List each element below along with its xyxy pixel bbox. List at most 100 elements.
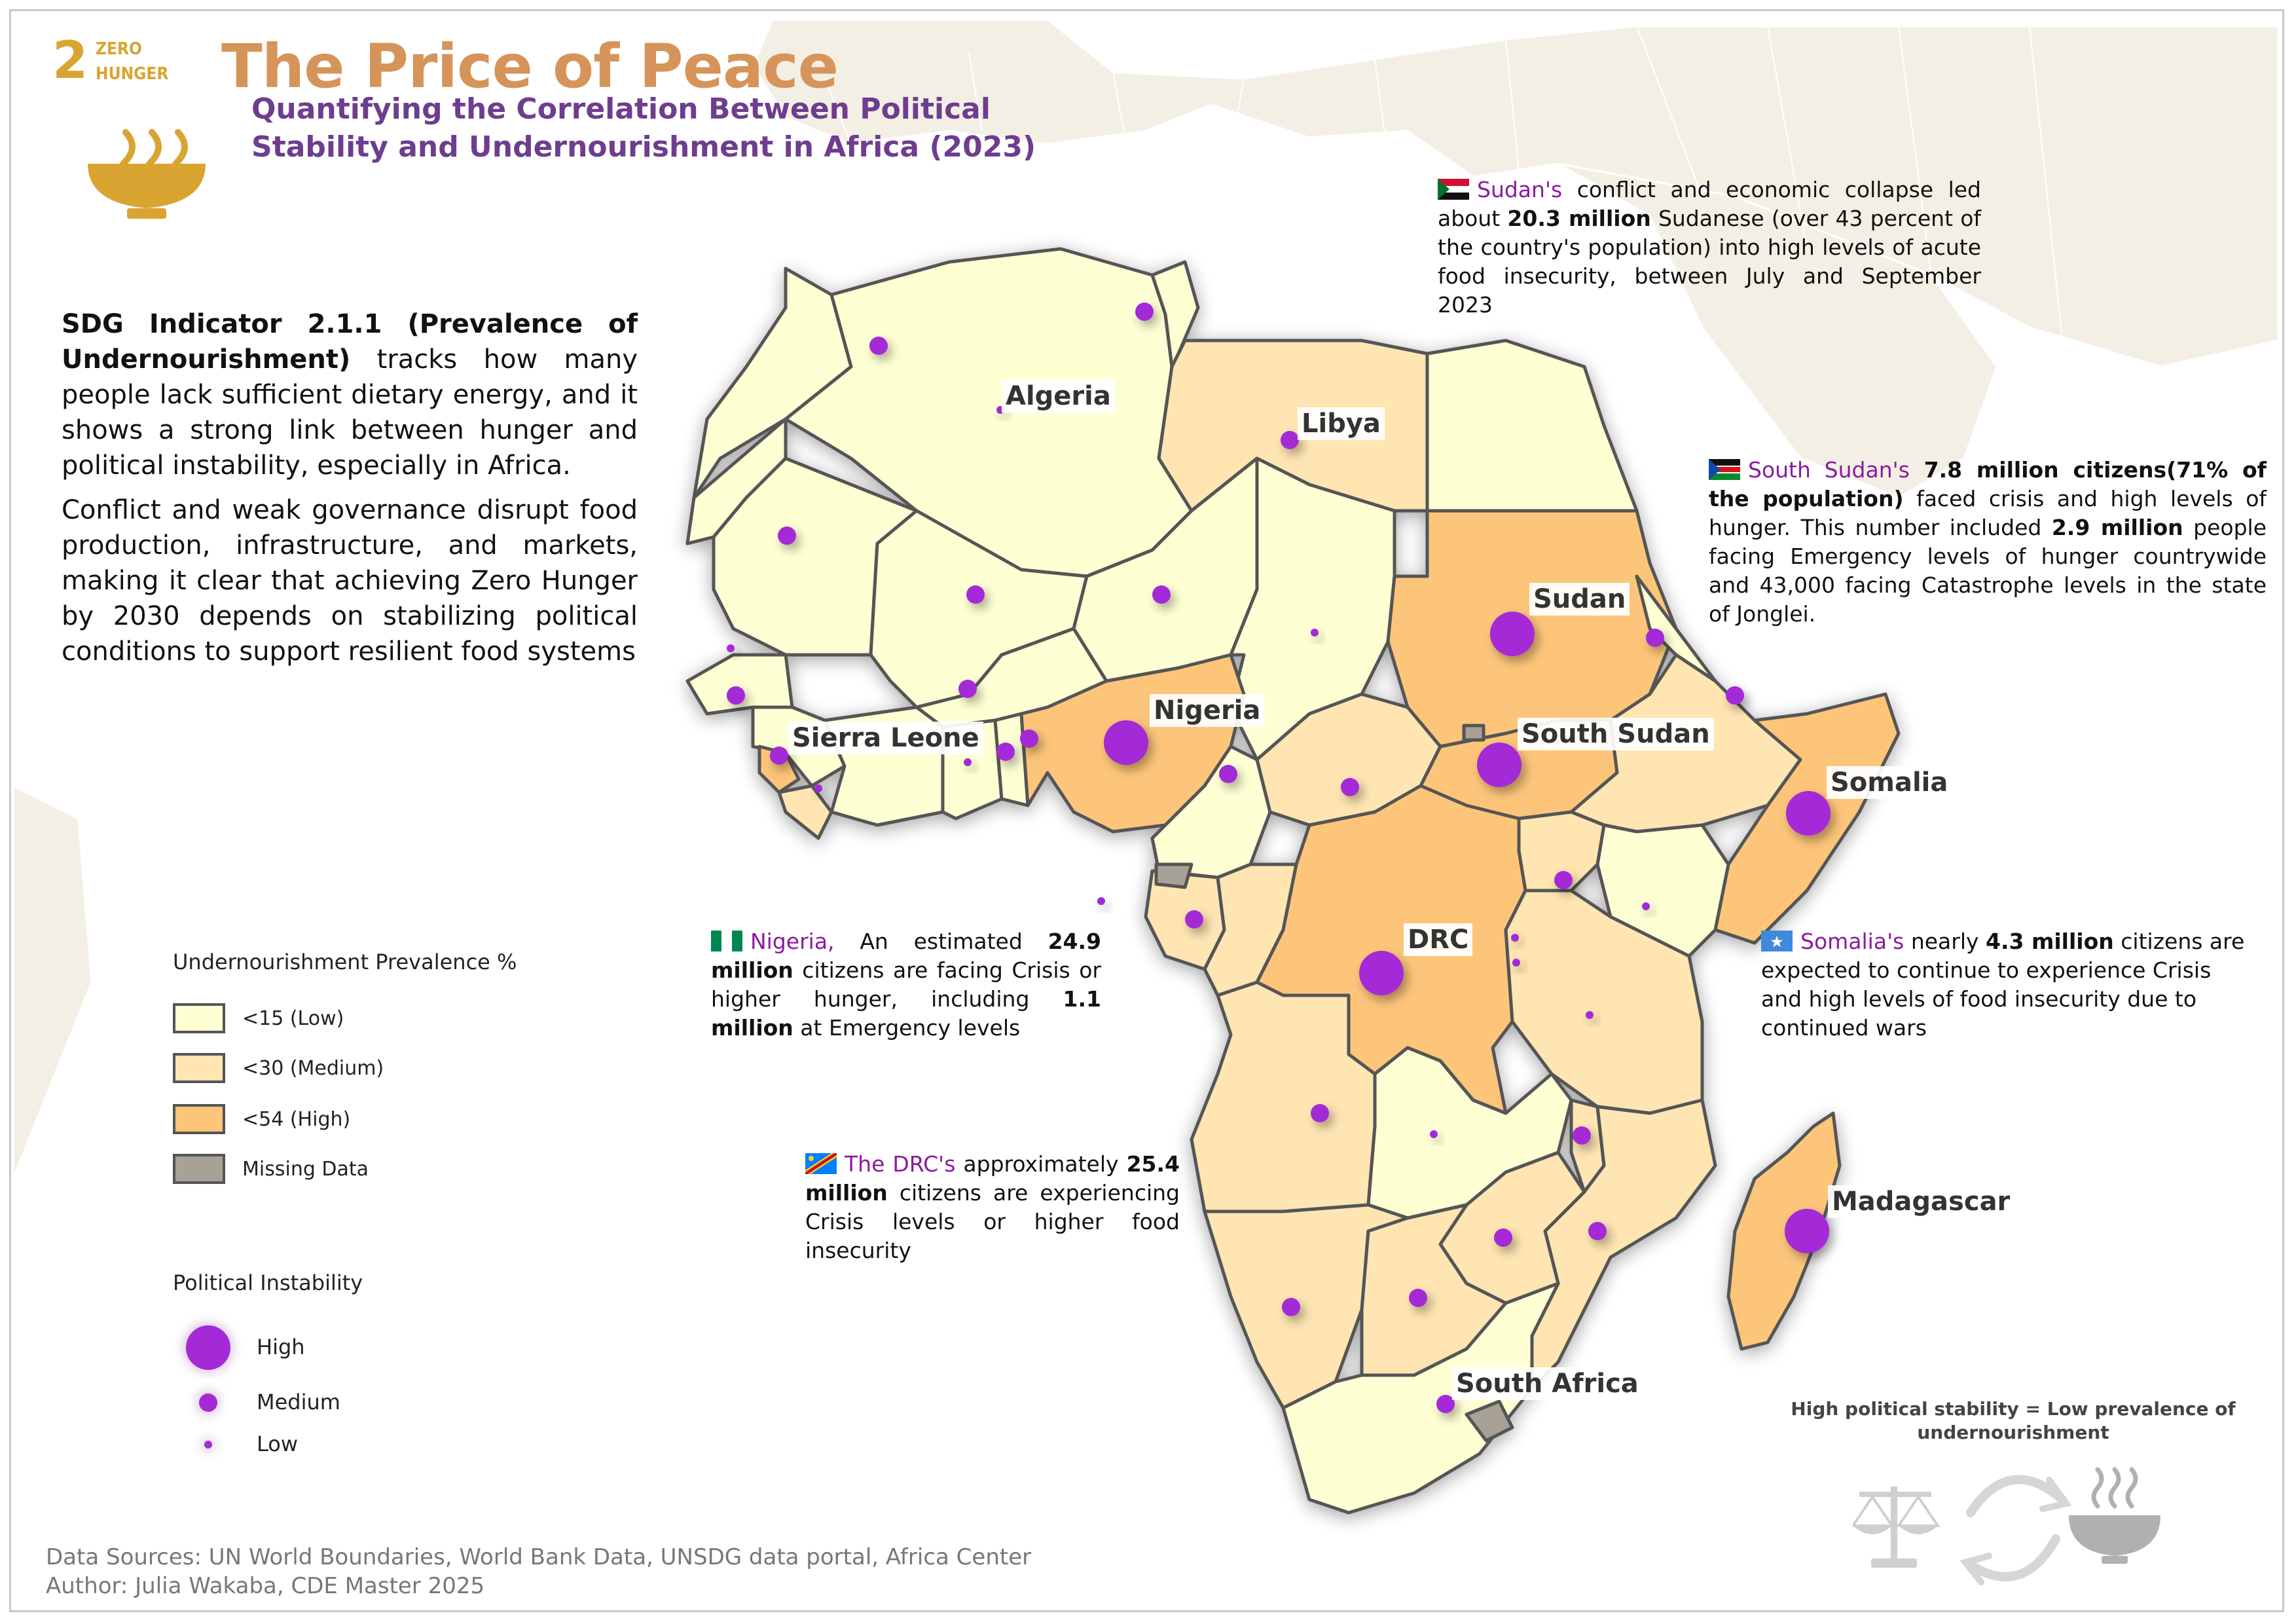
sdg-label-line1: ZERO (96, 39, 142, 59)
nigeria-flag-icon (711, 931, 742, 951)
instability-marker-low (1511, 934, 1519, 942)
callout-bold: 1.1 million (711, 986, 1101, 1041)
arabian-peninsula (1558, 162, 1998, 499)
callout-drc-country: The DRC's (845, 1151, 956, 1177)
country-libya (1157, 339, 1429, 513)
instability-marker-high (1490, 612, 1535, 656)
instability-marker-medium (770, 747, 788, 765)
legend-label: Low (257, 1431, 299, 1456)
country-egypt (1425, 339, 1639, 513)
instability-marker-medium (1409, 1289, 1427, 1307)
legend-label: High (257, 1335, 305, 1359)
sudan-flag-icon (1438, 179, 1469, 200)
instability-marker-high (1477, 743, 1522, 787)
legend-marker-high (186, 1325, 230, 1370)
instability-marker-medium (1219, 765, 1237, 783)
instability-markers (727, 303, 1831, 1413)
instability-marker-low (1586, 1011, 1594, 1019)
instability-marker-medium (958, 680, 977, 698)
sources-footer: Data Sources: UN World Boundaries, World… (46, 1543, 1031, 1600)
legend-prevalence-title: Undernourishment Prevalence % (173, 950, 517, 974)
instability-marker-low (814, 784, 822, 792)
country-kenya (1595, 823, 1730, 958)
legend-label: Medium (257, 1390, 340, 1414)
page-frame (9, 9, 2284, 1612)
bowl-icon (2069, 1467, 2160, 1564)
south-sudan-flag-icon (1709, 459, 1740, 480)
subtitle-line2: Stability and Undernourishment in Africa… (251, 130, 1036, 164)
subtitle-line1: Quantifying the Correlation Between Poli… (251, 92, 991, 126)
callout-south-sudan: South Sudan's 7.8 million citizens(71% o… (1709, 456, 2267, 629)
callout-text: citizens are experiencing Crisis levels … (805, 1180, 1180, 1263)
country-lesotho-missing (1465, 1399, 1514, 1443)
legend-marker-medium (199, 1393, 217, 1412)
legend-swatch (173, 1104, 225, 1134)
scales-icon (1853, 1486, 1941, 1568)
country-label: Libya (1298, 407, 1385, 440)
callout-text: citizens are facing Crisis or higher hun… (711, 957, 1101, 1012)
instability-marker-medium (1646, 629, 1664, 647)
country-south-africa (1281, 1282, 1560, 1515)
instability-marker-medium (1726, 686, 1744, 705)
instability-marker-medium (1020, 729, 1038, 748)
instability-marker-medium (1152, 585, 1171, 604)
zero-hunger-icon (88, 129, 206, 219)
cycle-arrows-icon (1959, 1475, 2072, 1585)
callout-bold: 25.4 million (805, 1151, 1180, 1206)
intro-rest: tracks how many people lack sufficient d… (62, 344, 638, 481)
intro-text: SDG Indicator 2.1.1 (Prevalence of Under… (62, 306, 638, 678)
instability-marker-low (1642, 902, 1650, 910)
callout-text: faced crisis and high levels of hunger. … (1709, 486, 2267, 540)
instability-marker-medium (1341, 778, 1359, 796)
instability-marker-medium (1554, 871, 1573, 889)
sdg-label-line2: HUNGER (96, 64, 169, 84)
callout-nigeria-country: Nigeria, (750, 929, 835, 954)
legend-instability-title: Political Instability (173, 1270, 363, 1295)
data-sources: Data Sources: UN World Boundaries, World… (46, 1544, 1032, 1570)
instability-marker-low (1097, 897, 1105, 905)
legend-label: <54 (High) (242, 1108, 351, 1131)
callout-bold: 24.9 million (711, 929, 1101, 983)
basemap-borders (824, 26, 2063, 341)
callout-text: citizens are expected to continue to exp… (1761, 929, 2245, 1041)
instability-marker-high (1359, 951, 1404, 995)
callout-sudan-country: Sudan's (1477, 177, 1563, 202)
page-title: The Price of Peace (221, 31, 839, 101)
instability-marker-medium (1436, 1395, 1455, 1413)
callout-sudan: Sudan's conflict and economic collapse l… (1438, 175, 1981, 320)
page-subtitle: Quantifying the Correlation Between Poli… (251, 90, 1037, 166)
country-label: Algeria (1002, 380, 1115, 413)
country-label: Sierra Leone (788, 722, 983, 754)
instability-marker-medium (1282, 1298, 1300, 1316)
country-label: Madagascar (1828, 1185, 2014, 1218)
legend-swatch (173, 1053, 225, 1083)
instability-marker-high (1104, 720, 1148, 765)
country-label: South Sudan (1518, 718, 1714, 750)
instability-marker-medium (1494, 1228, 1512, 1247)
legend-label: <30 (Medium) (242, 1057, 384, 1080)
instability-marker-medium (1281, 431, 1299, 449)
instability-marker-high (1786, 791, 1831, 836)
callout-text: An estimated (834, 929, 1048, 954)
callout-bold: 2.9 million (2051, 515, 2183, 540)
instability-marker-medium (1573, 1126, 1591, 1145)
instability-marker-medium (1135, 303, 1154, 321)
callout-text: approximately (955, 1151, 1127, 1177)
author: Author: Julia Wakaba, CDE Master 2025 (46, 1573, 485, 1599)
country-label: Somalia (1827, 766, 1952, 799)
legend-label: Missing Data (242, 1158, 369, 1181)
instability-marker-low (1430, 1130, 1438, 1138)
legend-marker-low (204, 1441, 212, 1449)
drc-flag-icon (805, 1153, 837, 1174)
country-senegal (685, 653, 794, 716)
callout-bold: 4.3 million (1986, 929, 2114, 954)
callout-somalia-country: Somalia's (1800, 929, 1904, 954)
instability-marker-low (1311, 629, 1319, 637)
callout-bold: 20.3 million (1507, 206, 1651, 231)
country-missing-data-west (1154, 862, 1194, 889)
callout-text: conflict and economic collapse led about (1438, 177, 1981, 231)
intro-paragraph-2: Conflict and weak governance disrupt foo… (62, 495, 638, 667)
instability-marker-medium (1588, 1222, 1607, 1240)
